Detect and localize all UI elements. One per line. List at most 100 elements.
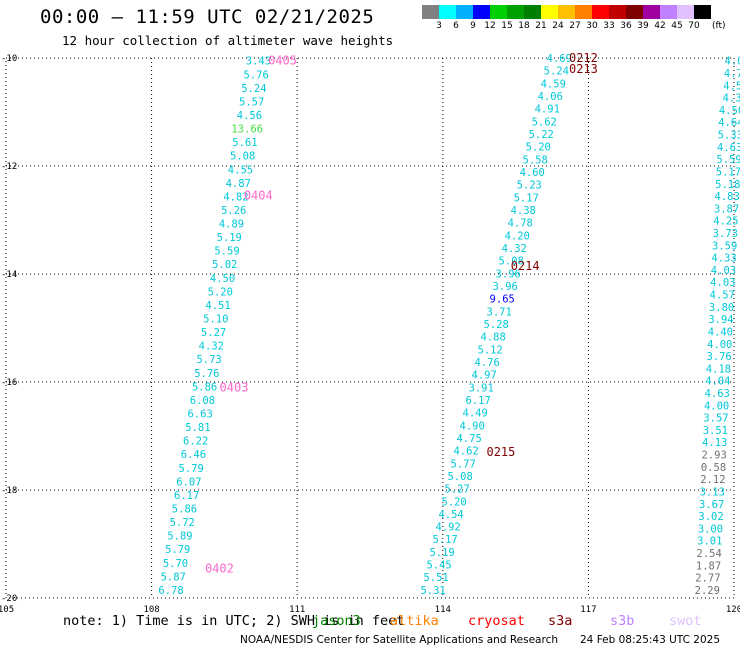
swh-value-label: 4.7	[724, 68, 740, 80]
swh-value-label: 5.20	[208, 286, 233, 298]
swh-value-label: 5.26	[221, 205, 246, 217]
swh-value-label: 5.17	[432, 534, 457, 546]
color-scale-swatch	[677, 5, 694, 19]
swh-value-label: 5.18	[715, 179, 740, 191]
swh-value-label: 3.01	[697, 536, 722, 548]
color-scale-swatch	[422, 5, 439, 19]
legend-item-s3a: s3a	[548, 613, 573, 629]
swh-value-label: 4.82	[223, 191, 248, 203]
legend-item-cryosat: cryosat	[468, 613, 525, 629]
swh-value-label: 4.00	[707, 339, 732, 351]
color-scale-swatch	[490, 5, 507, 19]
footer-timestamp: 24 Feb 08:25:43 UTC 2025	[580, 634, 720, 646]
swh-value-label: 4.5	[723, 80, 740, 92]
swh-value-label: 4.62	[453, 446, 478, 458]
color-scale-label: 33	[603, 21, 615, 31]
swh-value-label: 3.94	[708, 314, 733, 326]
swh-value-label: 4.0	[725, 56, 740, 68]
swh-value-label: 5.51	[423, 572, 448, 584]
swh-value-label: 4.32	[199, 341, 224, 353]
color-scale-swatch	[507, 5, 524, 19]
swh-value-label: 3.00	[698, 523, 723, 535]
color-scale-label: 30	[586, 21, 598, 31]
color-scale-swatch	[575, 5, 592, 19]
swh-value-label: 5.20	[441, 496, 466, 508]
swh-value-label: 4.55	[228, 164, 253, 176]
swh-value-label: 4.87	[226, 178, 251, 190]
color-scale-swatch	[592, 5, 609, 19]
color-scale-label: 42	[654, 21, 666, 31]
pass-number-label: 0405	[268, 54, 297, 68]
y-tick-label: -16	[1, 378, 17, 388]
swh-value-label: 6.17	[174, 490, 199, 502]
swh-value-label: 5.73	[196, 354, 221, 366]
swh-value-label: 6.17	[466, 395, 491, 407]
pass-number-label: 0215	[486, 445, 515, 459]
swh-value-label: 4.25	[713, 216, 738, 228]
color-scale-bar	[422, 5, 711, 19]
color-scale-swatch	[456, 5, 473, 19]
swh-value-label: 5.86	[192, 381, 217, 393]
plot-frame	[5, 57, 735, 599]
swh-value-label: 4.63	[717, 142, 740, 154]
swh-value-label: 5.20	[526, 142, 551, 154]
swh-value-label: 4.78	[508, 218, 533, 230]
swh-value-label: 5.24	[544, 66, 569, 78]
swh-value-label: 5.08	[230, 151, 255, 163]
swh-value-label: 4.90	[460, 420, 485, 432]
swh-value-label: 5.19	[429, 547, 454, 559]
swh-value-label: 5.08	[447, 471, 472, 483]
swh-value-label: 4.69	[547, 53, 572, 65]
color-scale-unit: (ft)	[712, 21, 726, 31]
swh-value-label: 4.33	[711, 253, 736, 265]
swh-value-label: 3.96	[496, 268, 521, 280]
x-tick-label: 120	[726, 605, 740, 615]
swh-value-label: 2.29	[695, 585, 720, 597]
color-scale-label: 9	[470, 21, 476, 31]
swh-value-label: 3.43	[246, 56, 271, 68]
swh-value-label: 4.00	[704, 400, 729, 412]
swh-value-label: 6.22	[183, 436, 208, 448]
swh-value-label: 5.59	[214, 246, 239, 258]
swh-value-label: 4.91	[535, 104, 560, 116]
swh-value-label: 3.96	[493, 281, 518, 293]
swh-value-label: 4.63	[705, 388, 730, 400]
legend-item-s3b: s3b	[610, 613, 635, 629]
swh-value-label: 5.12	[478, 344, 503, 356]
pass-number-label: 0403	[220, 380, 249, 394]
x-tick-label: 114	[435, 605, 451, 615]
swh-value-label: 3.02	[698, 511, 723, 523]
swh-value-label: 3.59	[712, 240, 737, 252]
swh-value-label: 5.70	[163, 558, 188, 570]
swh-value-label: 4.88	[481, 332, 506, 344]
x-tick-label: 108	[143, 605, 159, 615]
swh-value-label: 4.56	[237, 110, 262, 122]
pass-number-label: 0402	[205, 561, 234, 575]
color-scale-swatch	[558, 5, 575, 19]
swh-value-label: 3.57	[703, 413, 728, 425]
y-tick-label: -10	[1, 54, 17, 64]
swh-value-label: 4.18	[706, 363, 731, 375]
swh-value-label: 4.97	[472, 370, 497, 382]
swh-value-label: 5.31	[420, 585, 445, 597]
swh-value-label: 3.80	[709, 302, 734, 314]
swh-value-label: 6.07	[176, 476, 201, 488]
color-scale-label: 6	[453, 21, 459, 31]
swh-value-label: 5.33	[718, 130, 740, 142]
color-scale-label: 21	[535, 21, 547, 31]
swh-value-label: 4.20	[505, 230, 530, 242]
swh-value-label: 5.28	[484, 319, 509, 331]
swh-value-label: 5.27	[444, 484, 469, 496]
note-text: note: 1) Time is in UTC; 2) SWH is in fe…	[63, 613, 405, 629]
swh-value-label: 5.62	[532, 116, 557, 128]
swh-value-label: 2.93	[701, 450, 726, 462]
color-scale-label: 15	[501, 21, 513, 31]
color-scale-swatch	[541, 5, 558, 19]
color-scale-swatch	[439, 5, 456, 19]
color-scale-swatch	[473, 5, 490, 19]
swh-value-label: 4.03	[710, 277, 735, 289]
swh-value-label: 6.46	[181, 449, 206, 461]
color-scale-swatch	[524, 5, 541, 19]
swh-value-label: 3.87	[714, 203, 739, 215]
swh-value-label: 4.3	[723, 93, 740, 105]
